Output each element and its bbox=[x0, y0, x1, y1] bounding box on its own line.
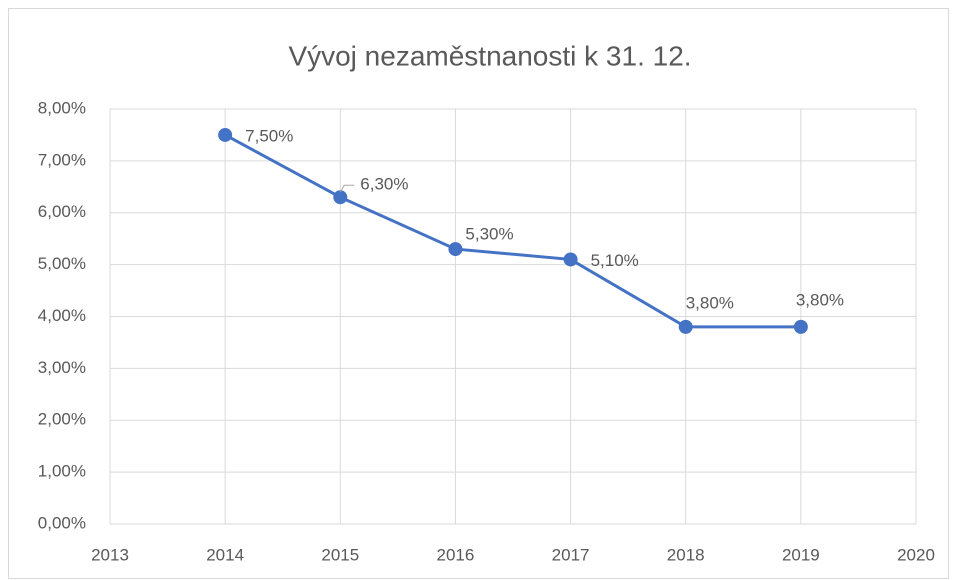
line-series bbox=[224, 133, 801, 329]
x-tick-label: 2020 bbox=[897, 545, 935, 564]
data-point bbox=[678, 319, 693, 334]
data-point bbox=[333, 190, 348, 205]
leader-line bbox=[339, 184, 355, 193]
x-tick-label: 2016 bbox=[437, 545, 475, 564]
x-tick-label: 2019 bbox=[782, 545, 820, 564]
y-tick-label: 2,00% bbox=[38, 410, 86, 429]
y-tick-label: 3,00% bbox=[38, 358, 86, 377]
data-point bbox=[793, 319, 808, 334]
chart-title: Vývoj nezaměstnanosti k 31. 12. bbox=[288, 40, 691, 71]
x-tick-label: 2014 bbox=[206, 545, 244, 564]
data-point bbox=[448, 242, 463, 257]
y-tick-label: 6,00% bbox=[38, 202, 86, 221]
x-tick-label: 2013 bbox=[91, 545, 129, 564]
y-tick-label: 0,00% bbox=[38, 513, 86, 532]
data-label: 3,80% bbox=[796, 290, 844, 309]
y-tick-label: 1,00% bbox=[38, 462, 86, 481]
x-tick-label: 2018 bbox=[667, 545, 705, 564]
y-tick-label: 7,00% bbox=[38, 150, 86, 169]
data-label: 5,10% bbox=[591, 251, 639, 270]
data-point bbox=[218, 127, 233, 142]
y-tick-label: 8,00% bbox=[38, 98, 86, 117]
y-tick-label: 4,00% bbox=[38, 306, 86, 325]
y-tick-label: 5,00% bbox=[38, 254, 86, 273]
chart-frame bbox=[8, 8, 949, 579]
data-label: 7,50% bbox=[245, 126, 293, 145]
data-label: 3,80% bbox=[686, 293, 734, 312]
data-label: 5,30% bbox=[465, 225, 513, 244]
data-point bbox=[563, 252, 578, 267]
x-tick-label: 2015 bbox=[321, 545, 359, 564]
data-label: 6,30% bbox=[360, 175, 408, 194]
x-tick-label: 2017 bbox=[552, 545, 590, 564]
